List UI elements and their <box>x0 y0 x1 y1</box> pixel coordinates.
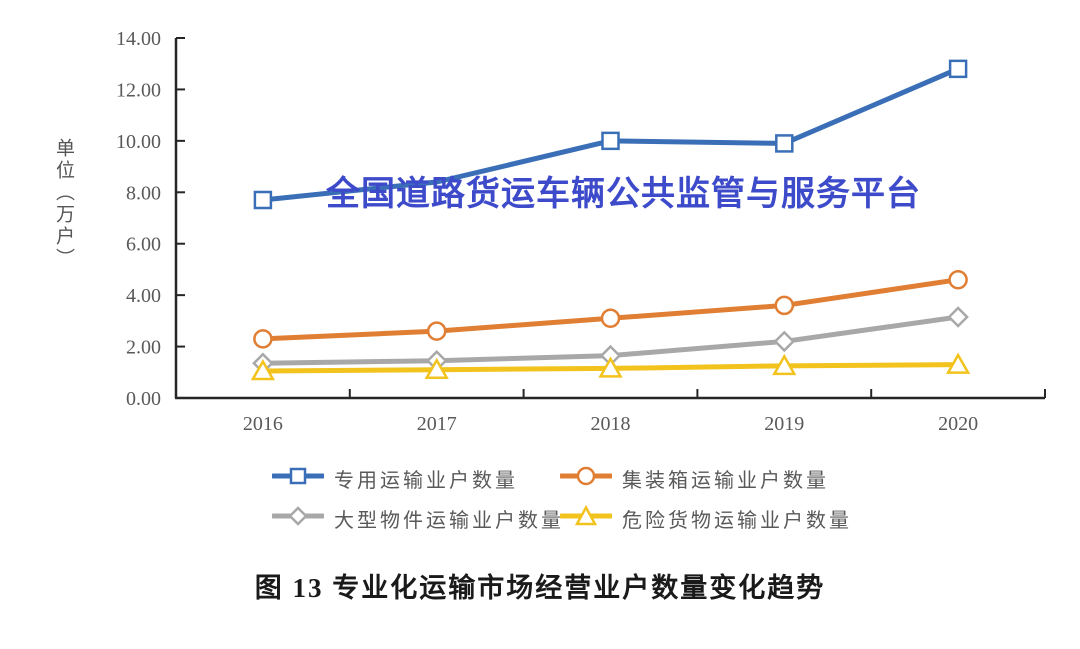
series-markers-3 <box>250 352 971 381</box>
square-marker-icon <box>253 190 273 210</box>
triangle-marker-icon <box>945 352 971 374</box>
diamond-marker-icon <box>270 505 326 532</box>
square-marker-icon <box>601 131 620 151</box>
x-axis: 2016 2017 2018 2019 2020 <box>175 389 1046 435</box>
y-tick-label: 14.00 <box>116 28 161 50</box>
legend-label-special-purpose-transport: 专用运输业户数量 <box>334 470 518 492</box>
circle-marker-icon <box>600 308 621 329</box>
legend-item-large-object-transport: 大型物件运输业户数量 <box>270 504 561 533</box>
circle-marker-icon <box>774 295 795 316</box>
y-tick-label: 6.00 <box>126 234 161 256</box>
y-tick-label: 2.00 <box>126 337 161 359</box>
y-axis: 14.00 12.00 10.00 8.00 6.00 4.00 2.00 0.00 <box>116 28 185 410</box>
legend-item-dangerous-goods-transport: 危险货物运输业户数量 <box>558 504 880 533</box>
circle-marker-icon <box>558 465 614 492</box>
y-tick-label: 4.00 <box>126 285 161 307</box>
triangle-marker-icon <box>558 504 614 532</box>
x-tick-label: 2020 <box>938 413 978 435</box>
triangle-marker-icon <box>250 358 276 381</box>
figure-caption: 图 13 专业化运输市场经营业户数量变化趋势 <box>254 573 826 603</box>
chart-legend: 专用运输业户数量 集装箱运输业户数量 大型物件运输业户数量 危险货物运输业户数量 <box>270 464 880 533</box>
x-tick-label: 2017 <box>417 413 457 435</box>
y-tick-label: 0.00 <box>126 388 161 410</box>
triangle-marker-icon <box>598 356 623 378</box>
legend-item-special-purpose-transport: 专用运输业户数量 <box>270 464 560 493</box>
legend-item-container-transport: 集装箱运输业户数量 <box>558 464 880 493</box>
x-tick-label: 2019 <box>764 413 804 435</box>
diamond-marker-icon <box>773 330 796 353</box>
square-marker-icon <box>270 465 326 492</box>
square-marker-icon <box>948 59 968 79</box>
legend-label-dangerous-goods-transport: 危险货物运输业户数量 <box>622 510 852 532</box>
series-markers-1 <box>253 269 968 349</box>
y-tick-label: 10.00 <box>116 131 161 153</box>
y-axis-title: 单位（万户） <box>53 138 74 270</box>
triangle-marker-icon <box>772 353 797 376</box>
x-tick-label: 2016 <box>243 413 283 435</box>
square-marker-icon <box>775 134 794 153</box>
legend-label-large-object-transport: 大型物件运输业户数量 <box>334 510 564 532</box>
legend-label-container-transport: 集装箱运输业户数量 <box>622 470 829 492</box>
y-tick-label: 8.00 <box>126 182 161 204</box>
y-tick-label: 12.00 <box>116 79 161 101</box>
x-tick-label: 2018 <box>591 413 631 435</box>
diamond-marker-icon <box>947 306 969 328</box>
circle-marker-icon <box>253 329 273 349</box>
watermark-text: 全国道路货运车辆公共监管与服务平台 <box>326 175 921 213</box>
circle-marker-icon <box>426 321 447 341</box>
series-markers-0 <box>253 59 968 210</box>
triangle-marker-icon <box>424 357 449 379</box>
circle-marker-icon <box>948 269 968 290</box>
